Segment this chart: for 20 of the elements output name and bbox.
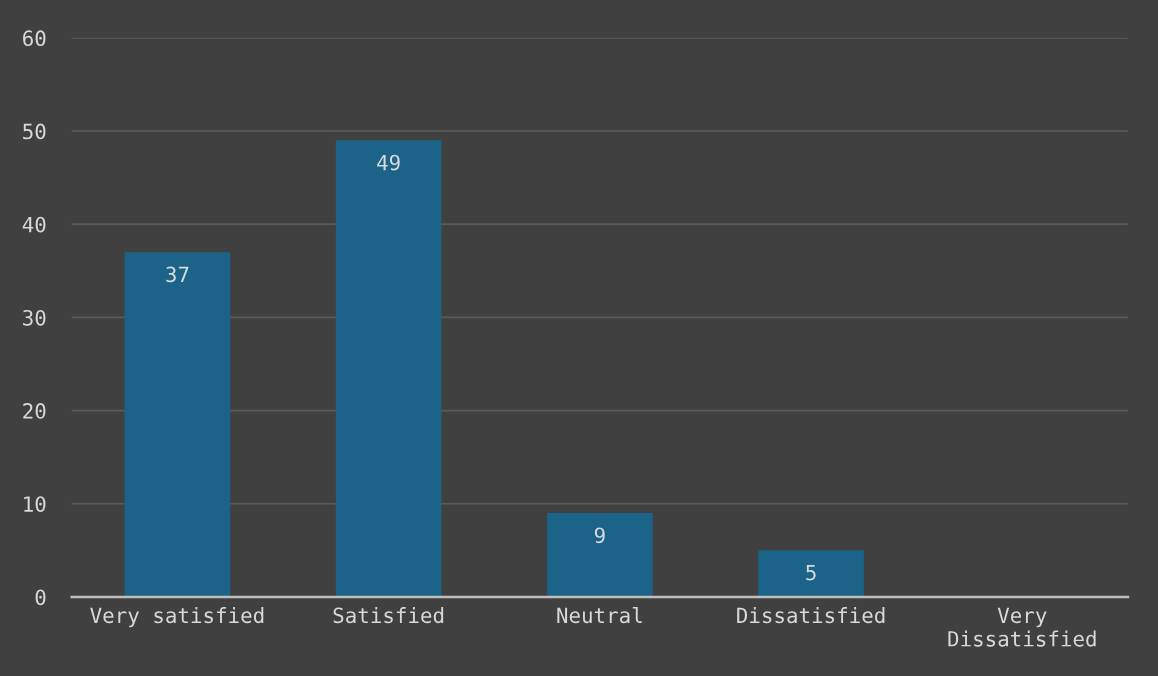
x-tick-label: Neutral <box>557 606 642 624</box>
x-tick-label: Very satisfied <box>90 607 264 628</box>
data-label: 49 <box>377 154 400 171</box>
y-tick-label: 50 <box>23 123 46 140</box>
x-tick-label: Dissatisfied <box>737 607 885 624</box>
data-label: 5 <box>806 564 816 581</box>
data-label: 9 <box>594 527 605 544</box>
y-tick-label: 0 <box>35 589 46 606</box>
bar <box>124 252 231 597</box>
bar <box>547 513 653 597</box>
x-tick-label: Very Dissatisfied <box>948 607 1096 647</box>
y-tick-label: 30 <box>23 309 46 326</box>
x-tick-label: Satisfied <box>333 607 444 624</box>
y-tick-label: 10 <box>24 496 46 512</box>
y-tick-label: 60 <box>23 30 46 47</box>
data-label: 37 <box>166 266 189 283</box>
y-tick-label: 20 <box>23 403 46 419</box>
bar <box>335 140 442 597</box>
bar <box>758 550 864 597</box>
y-tick-label: 40 <box>22 216 46 233</box>
